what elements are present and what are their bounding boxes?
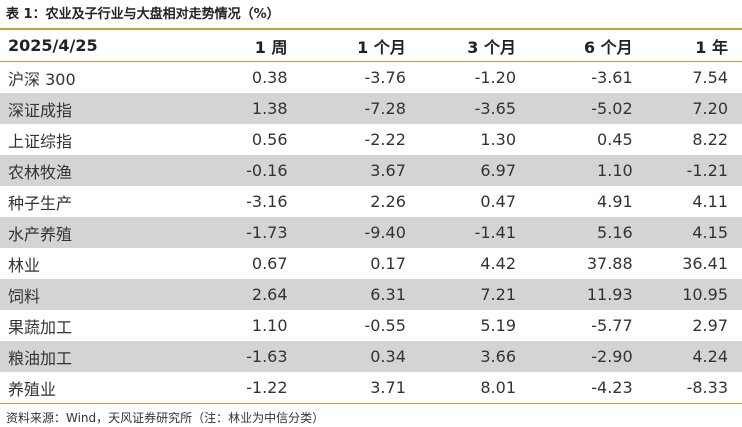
cell-value: 4.24 <box>692 347 728 366</box>
table-row: 沪深 300 0.38 -3.76 -1.20 -3.61 7.54 <box>0 62 742 94</box>
cell-value: -1.22 <box>246 378 288 397</box>
cell-value: -0.16 <box>246 161 288 180</box>
cell-value: 10.95 <box>682 285 728 304</box>
cell-value: 0.17 <box>370 254 406 273</box>
cell-value: 1.10 <box>251 316 288 335</box>
cell-value: -1.73 <box>246 223 288 242</box>
cell-value: -1.41 <box>474 223 516 242</box>
cell-value: 36.41 <box>682 254 728 273</box>
table-row: 上证综指 0.56 -2.22 1.30 0.45 8.22 <box>0 124 742 155</box>
table-row: 果蔬加工 1.10 -0.55 5.19 -5.77 2.97 <box>0 310 742 341</box>
row-label: 林业 <box>8 255 41 275</box>
title: 表 1：农业及子行业与大盘相对走势情况（%） <box>6 7 280 22</box>
column-header: 1 个月 <box>357 37 406 57</box>
cell-value: 1.30 <box>480 130 516 149</box>
column-header: 6 个月 <box>583 37 633 57</box>
cell-value: -0.55 <box>364 316 406 335</box>
row-label: 深证成指 <box>8 100 73 120</box>
cell-value: 4.91 <box>597 192 633 211</box>
cell-value: 7.20 <box>692 99 728 118</box>
cell-value: 7.21 <box>480 285 516 304</box>
cell-value: -3.16 <box>246 192 288 211</box>
column-header: 1 周 <box>254 37 288 57</box>
cell-value: -1.20 <box>474 68 516 87</box>
column-header: 3 个月 <box>467 37 516 57</box>
cell-value: -4.23 <box>591 378 633 397</box>
table-row: 粮油加工 -1.63 0.34 3.66 -2.90 4.24 <box>0 341 742 372</box>
table-row: 农林牧渔 -0.16 3.67 6.97 1.10 -1.21 <box>0 155 742 186</box>
cell-value: 37.88 <box>586 254 633 273</box>
cell-value: -9.40 <box>364 223 406 242</box>
column-header: 1 年 <box>695 37 728 57</box>
cell-value: 4.42 <box>480 254 516 273</box>
table: 2025/4/25 1 周 1 个月 3 个月 6 个月 1 年 沪深 300 0.38 -3… <box>0 28 742 404</box>
table-row: 种子生产 -3.16 2.26 0.47 4.91 4.11 <box>0 186 742 217</box>
cell-value: -1.21 <box>686 161 728 180</box>
cell-value: 3.67 <box>370 161 406 180</box>
cell-value: 0.45 <box>597 130 633 149</box>
row-label: 粮油加工 <box>8 348 73 368</box>
column-header: 2025/4/25 <box>8 36 98 55</box>
cell-value: 0.56 <box>251 130 288 149</box>
cell-value: 8.01 <box>480 378 516 397</box>
cell-value: 2.97 <box>692 316 728 335</box>
cell-value: 2.64 <box>251 285 288 304</box>
source: 资料来源：Wind，天风证券研究所（注：林业为中信分类） <box>6 411 325 425</box>
cell-value: 1.38 <box>251 99 288 118</box>
table-row: 水产养殖 -1.73 -9.40 -1.41 5.16 4.15 <box>0 217 742 248</box>
row-label: 养殖业 <box>8 379 57 399</box>
cell-value: 0.67 <box>251 254 288 273</box>
cell-value: 5.19 <box>480 316 516 335</box>
cell-value: -3.65 <box>474 99 516 118</box>
cell-value: -7.28 <box>364 99 406 118</box>
table-row: 深证成指 1.38 -7.28 -3.65 -5.02 7.20 <box>0 93 742 124</box>
cell-value: 6.97 <box>480 161 516 180</box>
cell-value: 1.10 <box>597 161 633 180</box>
cell-value: 3.66 <box>480 347 516 366</box>
cell-value: 0.47 <box>480 192 516 211</box>
row-label: 种子生产 <box>8 193 73 213</box>
cell-value: 3.71 <box>370 378 406 397</box>
row-label: 农林牧渔 <box>8 162 73 182</box>
table-row: 饲料 2.64 6.31 7.21 11.93 10.95 <box>0 279 742 310</box>
cell-value: -2.22 <box>364 130 406 149</box>
cell-value: 5.16 <box>597 223 633 242</box>
cell-value: 0.34 <box>370 347 406 366</box>
row-label: 果蔬加工 <box>8 317 73 337</box>
cell-value: 0.38 <box>251 68 288 87</box>
cell-value: -1.63 <box>246 347 288 366</box>
row-label: 沪深 300 <box>8 69 76 89</box>
cell-value: 4.11 <box>692 192 728 211</box>
cell-value: 2.26 <box>370 192 406 211</box>
header-row: 2025/4/25 1 周 1 个月 3 个月 6 个月 1 年 <box>0 29 742 62</box>
cell-value: -3.76 <box>364 68 406 87</box>
cell-value: -5.02 <box>591 99 633 118</box>
table-row: 林业 0.67 0.17 4.42 37.88 36.41 <box>0 248 742 279</box>
cell-value: 7.54 <box>692 68 728 87</box>
table-row: 养殖业 -1.22 3.71 8.01 -4.23 -8.33 <box>0 372 742 404</box>
cell-value: 11.93 <box>586 285 633 304</box>
cell-value: 4.15 <box>692 223 728 242</box>
row-label: 上证综指 <box>8 131 73 151</box>
cell-value: 8.22 <box>692 130 728 149</box>
cell-value: 6.31 <box>370 285 406 304</box>
cell-value: -8.33 <box>686 378 728 397</box>
cell-value: -2.90 <box>591 347 633 366</box>
row-label: 水产养殖 <box>8 224 73 244</box>
cell-value: -3.61 <box>591 68 633 87</box>
row-label: 饲料 <box>8 286 41 306</box>
cell-value: -5.77 <box>591 316 633 335</box>
